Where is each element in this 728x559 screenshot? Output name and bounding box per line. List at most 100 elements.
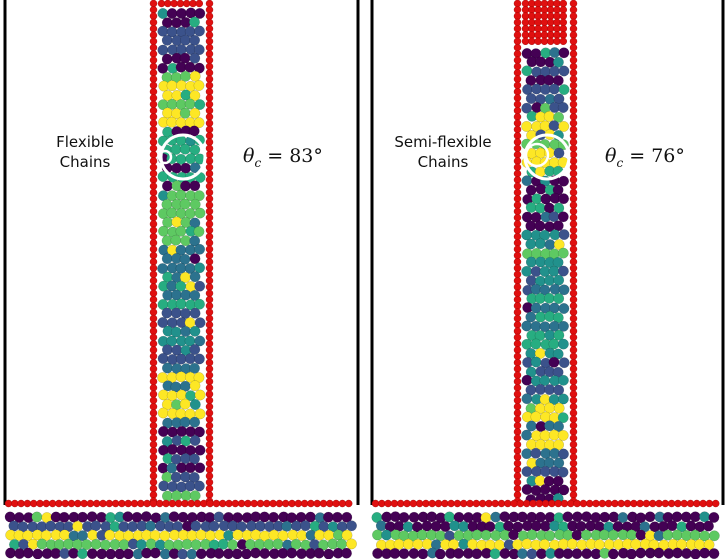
caption-line-1: Semi-flexible (394, 133, 492, 151)
polymer-bead (526, 548, 538, 559)
wall-bead (205, 226, 214, 235)
polymer-bead (189, 325, 201, 337)
polymer-bead (490, 530, 502, 541)
wall-bead (99, 499, 107, 508)
wall-bead (513, 75, 522, 83)
polymer-bead (558, 175, 570, 187)
wall-bead (569, 56, 578, 64)
wall-bead (630, 499, 638, 508)
wall-bead (149, 18, 158, 27)
wall-bead (513, 232, 522, 241)
wall-bead (149, 396, 158, 405)
wall-bead (667, 499, 676, 508)
wall-bead (573, 499, 581, 508)
wall-bead (636, 499, 644, 508)
polymer-bead (499, 511, 511, 523)
polymer-bead (59, 529, 71, 541)
wall-bead (205, 25, 214, 33)
wall-bead (205, 100, 214, 109)
polymer-bead (300, 520, 311, 532)
polymer-bead (194, 25, 205, 37)
polymer-bead (689, 511, 701, 523)
wall-bead (513, 308, 522, 316)
wall-bead (553, 18, 561, 27)
wall-bead (205, 390, 214, 398)
wall-bead (513, 453, 522, 461)
wall-bead (55, 499, 63, 508)
wall-bead (540, 12, 549, 20)
wall-bead (604, 499, 613, 508)
wall-bead (569, 213, 578, 222)
wall-bead (149, 258, 158, 266)
wall-bead (513, 182, 522, 190)
wall-bead (513, 289, 522, 297)
polymer-bead (417, 548, 429, 559)
wall-bead (149, 12, 158, 20)
polymer-bead (521, 320, 533, 332)
polymer-bead (175, 353, 187, 365)
wall-bead (23, 499, 32, 508)
polymer-bead (521, 429, 533, 441)
polymer-bead (539, 430, 551, 442)
wall-bead (326, 499, 334, 508)
polymer-bead (22, 547, 34, 559)
polymer-bead (525, 238, 537, 250)
wall-bead (513, 321, 522, 329)
polymer-bead (166, 8, 178, 19)
wall-bead (149, 119, 158, 127)
polymer-bead (680, 511, 692, 523)
polymer-bead (557, 374, 569, 386)
polymer-bead (86, 548, 98, 559)
polymer-bead (581, 511, 592, 523)
theta-subscript: c (616, 155, 624, 170)
wall-bead (183, 0, 191, 8)
polymer-bead (644, 511, 656, 523)
polymer-bead (194, 134, 205, 146)
wall-bead (513, 43, 522, 52)
wall-bead (569, 62, 578, 71)
wall-bead (529, 499, 537, 508)
polymer-bead (553, 384, 565, 396)
wall-bead (149, 295, 158, 304)
wall-bead (4, 499, 13, 508)
polymer-bead (549, 47, 561, 59)
wall-bead (569, 346, 578, 354)
wall-bead (205, 453, 214, 461)
wall-bead (181, 499, 189, 508)
wall-bead (313, 499, 321, 508)
wall-bead (441, 499, 449, 508)
wall-bead (205, 428, 214, 436)
wall-bead (513, 37, 522, 45)
semiflexible-chains-panel: Semi-flexible Chains θc = 76° (366, 0, 728, 559)
polymer-bead (553, 202, 565, 214)
polymer-bead (171, 162, 182, 174)
wall-bead (497, 499, 506, 508)
wall-bead (397, 499, 405, 508)
wall-bead (80, 499, 88, 508)
polymer-bead (31, 511, 43, 523)
polymer-bead (553, 402, 565, 414)
polymer-bead (389, 547, 401, 559)
wall-bead (569, 270, 578, 279)
wall-bead (30, 499, 38, 508)
contact-marker-circle (157, 149, 173, 165)
polymer-bead (553, 239, 565, 251)
wall-bead (513, 81, 522, 90)
polymer-bead (346, 538, 357, 550)
wall-bead (553, 25, 561, 33)
wall-bead (205, 289, 214, 297)
wall-bead (569, 169, 578, 178)
wall-bead (569, 459, 578, 468)
wall-bead (513, 195, 522, 203)
wall-bead (642, 499, 651, 508)
polymer-bead (184, 462, 196, 474)
polymer-bead (534, 238, 546, 250)
polymer-bead (194, 7, 206, 19)
polymer-bead (166, 443, 178, 455)
polymer-bead (179, 398, 191, 410)
wall-bead (569, 289, 578, 297)
polymer-bead (599, 511, 611, 523)
theta-symbol: θ (605, 145, 617, 167)
wall-bead (513, 484, 522, 493)
polymer-bead (171, 490, 182, 502)
